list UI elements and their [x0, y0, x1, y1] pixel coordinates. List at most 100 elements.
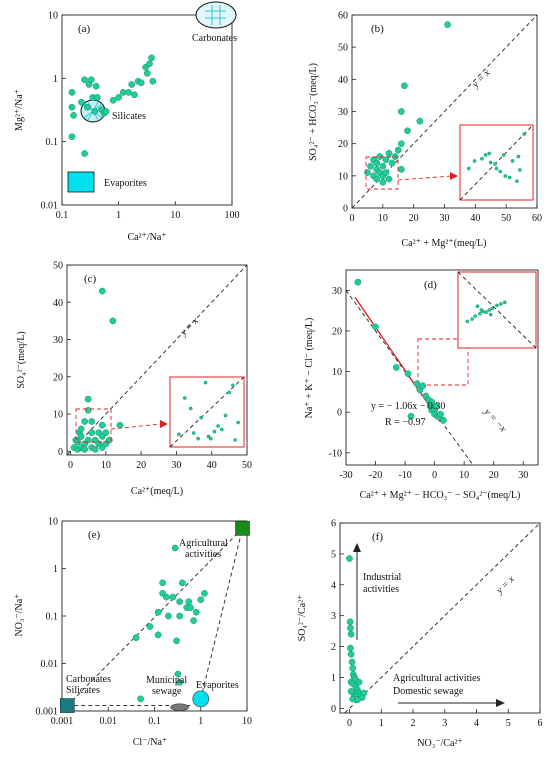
data-point: [68, 103, 76, 111]
silicates-label: Silicates: [112, 111, 146, 122]
x-tick-label: -10: [398, 470, 411, 481]
panel-a-frame: [61, 14, 233, 206]
panel-c-zoom-region: [75, 408, 112, 443]
inset-point: [182, 396, 187, 400]
panel-d-inset-points: [465, 300, 507, 324]
data-point: [347, 624, 354, 632]
panel-b-zoom-arrow: [397, 175, 453, 181]
data-point: [78, 98, 85, 106]
data-point: [354, 278, 362, 286]
inset-point: [493, 162, 497, 166]
inset-point: [216, 424, 220, 428]
x-tick-label: 6: [538, 718, 543, 729]
data-point: [77, 433, 85, 440]
data-point: [413, 380, 421, 388]
data-point: [109, 317, 117, 325]
data-point: [394, 146, 402, 154]
data-point: [347, 688, 355, 695]
data-point: [348, 658, 356, 666]
data-point: [397, 140, 405, 148]
x-tick-label: 10: [242, 716, 252, 727]
x-tick-label: 30: [518, 470, 528, 481]
data-point: [197, 596, 205, 604]
data-point: [385, 149, 393, 157]
panel-c-arrowhead: [160, 420, 168, 428]
data-point: [372, 323, 379, 331]
y-tick-label: 30: [53, 335, 63, 346]
panel-b-diag-label: y = x: [470, 67, 493, 91]
panel-c-ticks: 0 10 20 30 40 50 0 10 20 30 40 50: [53, 261, 252, 472]
data-point: [84, 395, 92, 403]
x-tick-label: 1: [379, 718, 384, 729]
x-tick-label: 1: [198, 716, 203, 727]
x-tick-label: 30: [171, 460, 181, 471]
y-tick-label: 40: [338, 75, 348, 86]
panel-d-points: [354, 278, 447, 424]
data-point: [347, 630, 355, 638]
x-tick-label: 0.01: [100, 716, 118, 727]
data-point: [102, 108, 110, 115]
data-point: [98, 287, 106, 295]
data-point: [382, 169, 390, 176]
inset-point: [483, 153, 488, 157]
agricultural-endmember: [235, 521, 250, 536]
y-tick-label: 0.01: [41, 659, 59, 670]
data-point: [347, 644, 354, 652]
industrial-label-line1: Industrial: [363, 572, 402, 583]
y-tick-label: -10: [329, 448, 342, 459]
y-tick-label: 30: [332, 286, 342, 297]
panel-a-label: (a): [78, 23, 91, 35]
inset-point: [470, 317, 474, 321]
data-point: [81, 76, 88, 84]
x-tick-label: 0.1: [148, 716, 161, 727]
inset-point: [212, 429, 217, 434]
x-tick-label: 10: [378, 213, 388, 224]
x-tick-label: 1: [116, 210, 121, 221]
data-point: [397, 108, 405, 115]
panel-f-label: (f): [372, 531, 383, 543]
data-point: [81, 418, 88, 425]
y-tick-label: 5: [331, 549, 336, 560]
panel-f-frame: [339, 522, 541, 714]
inset-point: [510, 159, 515, 163]
data-point: [88, 429, 96, 436]
inset-point: [507, 175, 512, 180]
panel-e-xlabel: Cl⁻/Na⁺: [133, 737, 167, 748]
x-tick-label: 5: [506, 718, 511, 729]
panel-f-ticks: 0 1 2 3 4 5 6 0 1 2 3 4 5 6: [331, 519, 543, 730]
inset-point: [495, 303, 499, 308]
data-point: [404, 370, 412, 377]
panel-c-diagonal: [66, 264, 248, 456]
data-point: [428, 398, 436, 406]
agri-domestic-label-line1: Agricultural activities: [393, 673, 481, 684]
inset-point: [494, 166, 499, 171]
y-tick-label: 10: [332, 367, 342, 378]
data-point: [88, 76, 95, 84]
data-point: [115, 94, 123, 101]
x-tick-label: 2: [411, 718, 416, 729]
inset-point: [206, 434, 211, 439]
data-point: [346, 618, 354, 626]
carb-label-line1: Carbonates: [66, 674, 111, 685]
inset-point: [484, 310, 488, 315]
panel-c: 0 10 20 30 40 50 0 10 20 30 40 50 y = x (c) Ca²⁺(me…: [16, 261, 252, 498]
data-point: [98, 421, 106, 429]
panel-a-ylabel: Mg²⁺/Na⁺: [14, 89, 25, 131]
evaporites-endmember: [192, 690, 210, 708]
panel-f: 0 1 2 3 4 5 6 0 1 2 3 4 5 6 y = x (f) Industrial acti…: [297, 519, 543, 750]
y-tick-label: 0: [337, 408, 342, 419]
inset-point: [480, 156, 484, 161]
panel-d-equation: y = − 1.06x − 0.30: [371, 401, 445, 412]
y-tick-label: 10: [53, 410, 63, 421]
inset-point: [498, 169, 502, 174]
panel-d: -30 -20 -10 0 10 20 30 -10 0 10 20 30 y = −x (d) y …: [304, 269, 539, 501]
data-point: [416, 117, 424, 125]
x-tick-label: 0: [347, 718, 352, 729]
panel-e-ticks: 0.001 0.01 0.1 1 10 0.001 0.01 0.1 1 10: [36, 517, 253, 728]
y-tick-label: 4: [331, 580, 336, 591]
data-point: [379, 162, 387, 170]
data-point: [354, 696, 361, 704]
inset-point: [177, 432, 181, 437]
